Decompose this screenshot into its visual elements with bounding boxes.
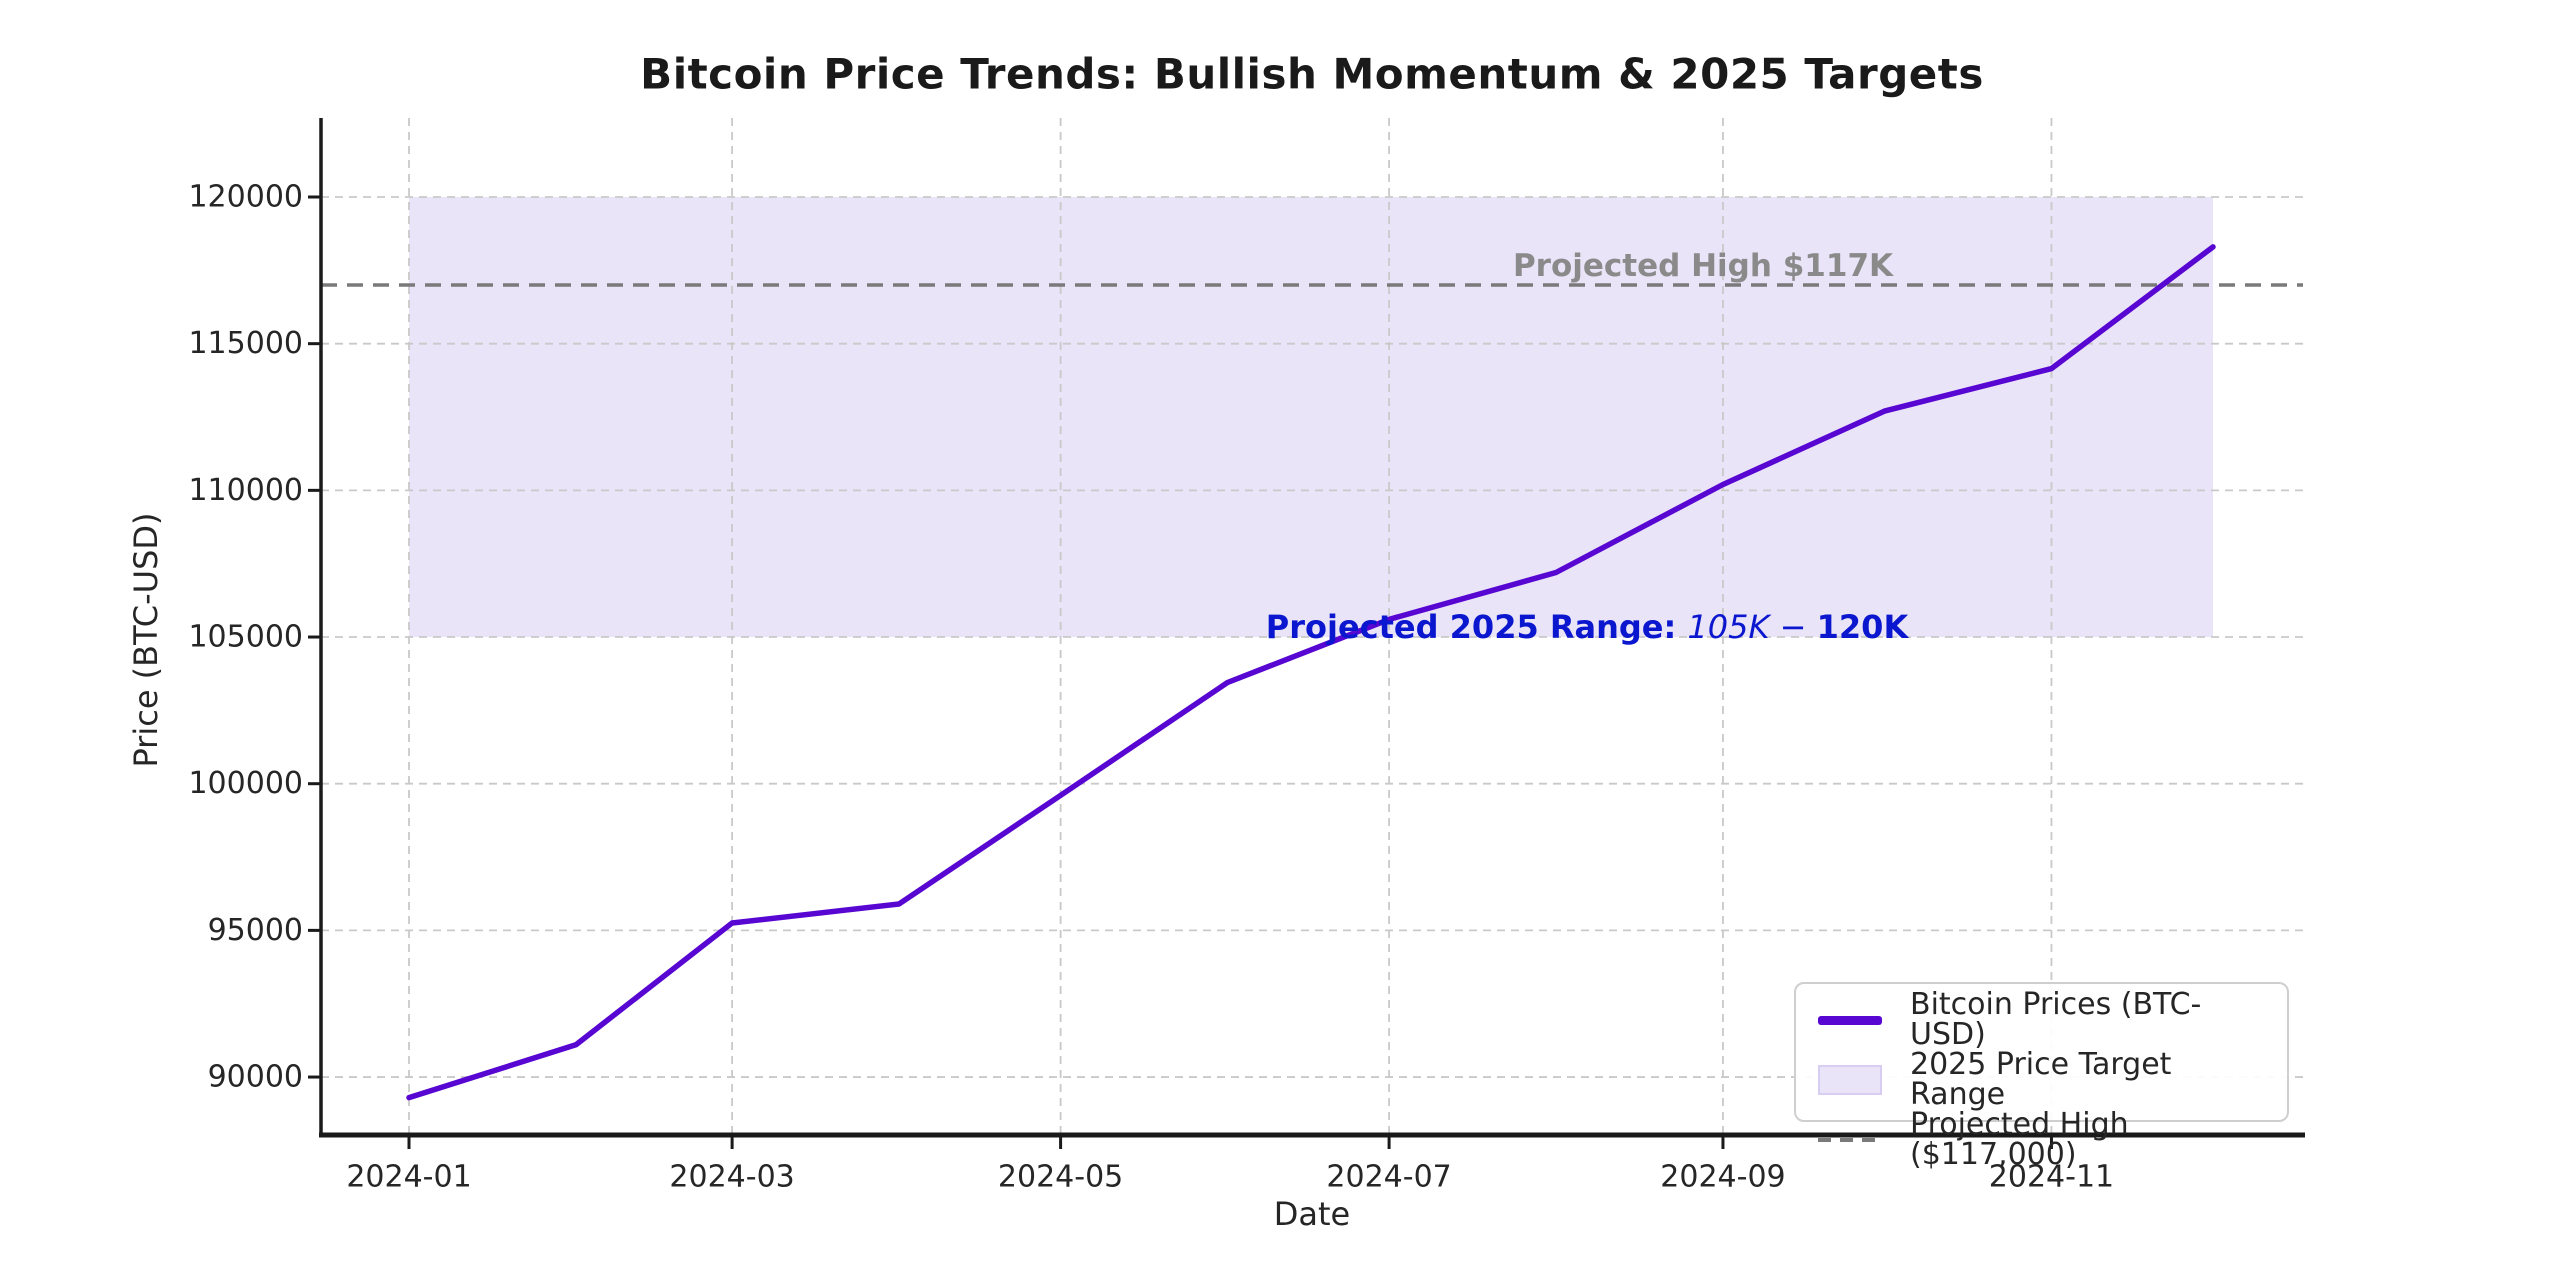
x-axis-label: Date [1273,1195,1351,1233]
projected-range-annotation-label: Projected 2025 Range: [1265,608,1688,646]
projected-range-annotation-low: 105K [1687,608,1770,646]
y-tick-label: 90000 [208,1060,303,1095]
y-tick-label: 115000 [188,326,303,361]
legend-label: Bitcoin Prices (BTC-USD) [1910,987,2202,1052]
legend-item-bitcoin-prices: Bitcoin Prices (BTC-USD) [1818,990,2273,1050]
legend-item-target-range: 2025 Price Target Range [1818,1050,2273,1110]
legend: Bitcoin Prices (BTC-USD) 2025 Price Targ… [1794,982,2289,1170]
legend-item-projected-high: Projected High ($117,000) [1818,1110,2273,1170]
projected-range-annotation: Projected 2025 Range: 105K − 120K [1266,608,1908,646]
y-tick-label: 120000 [188,180,303,215]
y-tick-label: 105000 [188,620,303,655]
chart-title: Bitcoin Price Trends: Bullish Momentum &… [640,49,1984,99]
legend-dashed-line-swatch [1818,1138,1882,1142]
legend-patch-swatch [1818,1065,1882,1095]
y-tick-label: 95000 [208,913,303,948]
x-tick-label: 2024-05 [998,1160,1123,1195]
x-tick-label: 2024-07 [1326,1160,1451,1195]
x-tick-label: 2024-01 [346,1160,471,1195]
projected-high-annotation: Projected High $117K [1512,248,1894,284]
x-tick-label: 2024-03 [669,1160,794,1195]
legend-line-swatch [1818,1015,1882,1025]
target-range-band [409,197,2214,638]
y-tick-label: 110000 [188,473,303,508]
bitcoin-price-line [406,244,2216,1101]
legend-label: 2025 Price Target Range [1910,1047,2172,1112]
legend-label: Projected High ($117,000) [1910,1107,2129,1172]
y-axis-label: Price (BTC-USD) [127,512,165,768]
projected-range-annotation-dash: − [1769,608,1817,646]
x-tick-label: 2024-11 [1989,1160,2114,1195]
x-tick-label: 2024-09 [1660,1160,1785,1195]
y-tick-label: 100000 [188,766,303,801]
projected-range-annotation-high: 120K [1816,608,1909,646]
